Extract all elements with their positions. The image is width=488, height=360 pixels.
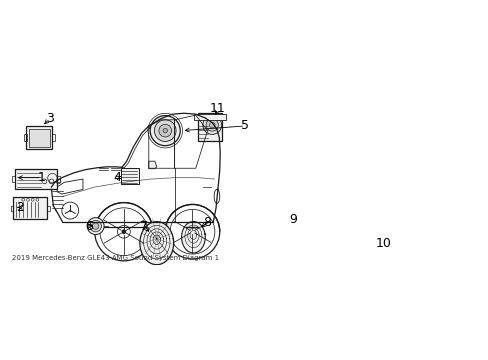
Circle shape bbox=[117, 225, 130, 238]
Circle shape bbox=[150, 116, 180, 146]
Text: 8: 8 bbox=[203, 216, 211, 229]
Polygon shape bbox=[140, 222, 173, 265]
Circle shape bbox=[122, 229, 126, 234]
Text: 1: 1 bbox=[38, 171, 46, 184]
Circle shape bbox=[186, 226, 198, 238]
Bar bbox=[26, 126, 52, 149]
Circle shape bbox=[90, 220, 101, 232]
Bar bbox=[57, 176, 60, 182]
Text: 7: 7 bbox=[140, 220, 148, 233]
Circle shape bbox=[206, 119, 218, 131]
Text: 4: 4 bbox=[113, 171, 121, 184]
Bar bbox=[121, 168, 139, 184]
Text: 9: 9 bbox=[288, 213, 296, 226]
Bar bbox=[11, 206, 13, 211]
Polygon shape bbox=[181, 221, 205, 253]
Text: 11: 11 bbox=[209, 102, 225, 115]
Circle shape bbox=[277, 216, 285, 224]
Bar bbox=[24, 134, 27, 141]
Circle shape bbox=[266, 205, 296, 235]
Circle shape bbox=[92, 223, 99, 229]
Circle shape bbox=[190, 230, 194, 234]
Text: 10: 10 bbox=[375, 238, 391, 251]
Circle shape bbox=[274, 213, 288, 227]
Circle shape bbox=[203, 116, 221, 134]
Circle shape bbox=[209, 122, 215, 128]
Polygon shape bbox=[148, 161, 157, 169]
Bar bbox=[15, 169, 57, 189]
Text: 5: 5 bbox=[241, 120, 248, 132]
Polygon shape bbox=[349, 214, 389, 264]
Text: 3: 3 bbox=[45, 112, 53, 125]
Bar bbox=[47, 206, 49, 211]
Circle shape bbox=[163, 129, 167, 133]
Bar bbox=[13, 197, 47, 220]
Bar bbox=[29, 129, 50, 147]
Circle shape bbox=[270, 209, 292, 231]
Bar bbox=[197, 113, 222, 141]
Text: 2019 Mercedes-Benz GLE43 AMG Sound System Diagram 1: 2019 Mercedes-Benz GLE43 AMG Sound Syste… bbox=[12, 255, 219, 261]
Circle shape bbox=[159, 124, 171, 137]
Circle shape bbox=[154, 120, 176, 141]
Text: 6: 6 bbox=[85, 220, 93, 233]
Bar bbox=[52, 134, 55, 141]
Bar bbox=[194, 114, 225, 120]
Text: 2: 2 bbox=[17, 201, 24, 214]
Circle shape bbox=[87, 217, 104, 234]
Bar bbox=[12, 176, 15, 182]
